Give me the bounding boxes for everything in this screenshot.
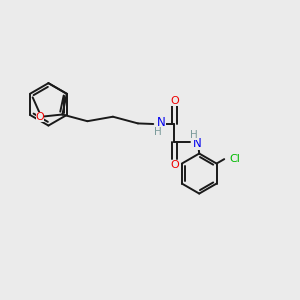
Text: O: O xyxy=(170,160,179,170)
Text: N: N xyxy=(193,136,202,150)
Text: N: N xyxy=(157,116,166,129)
Text: H: H xyxy=(154,127,161,137)
Text: O: O xyxy=(36,112,44,122)
Text: O: O xyxy=(170,96,179,106)
Text: Cl: Cl xyxy=(230,154,240,164)
Text: H: H xyxy=(190,130,198,140)
